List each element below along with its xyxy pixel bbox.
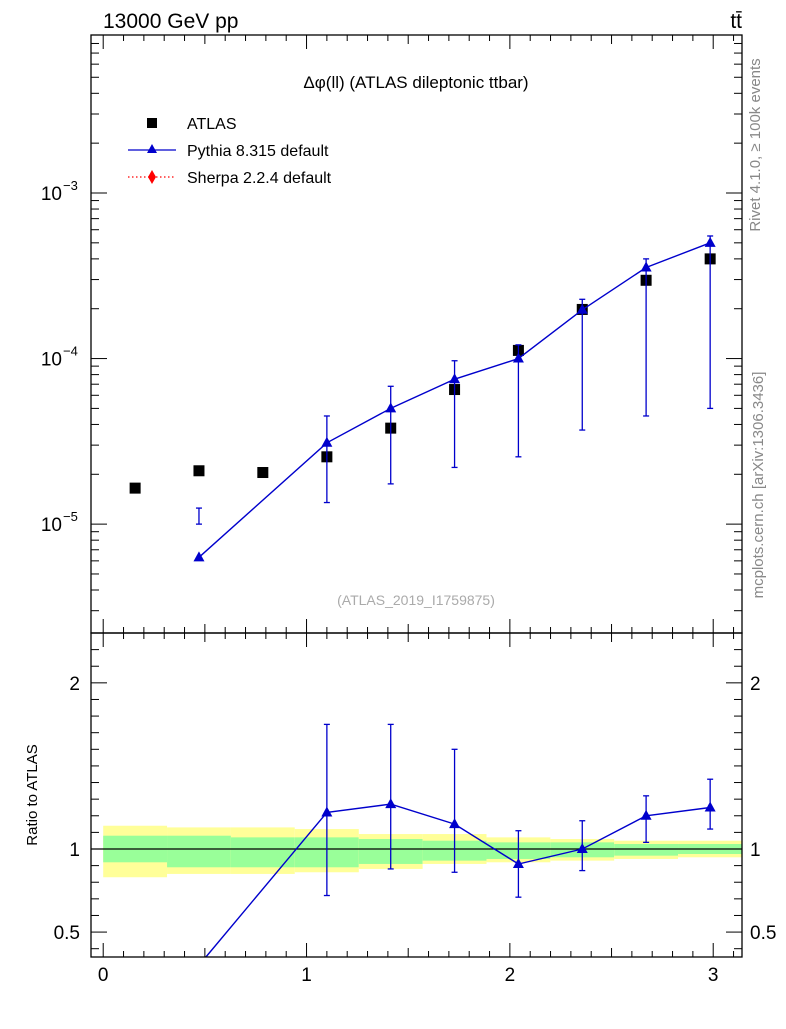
- ratio-pythia-point: [640, 809, 652, 820]
- main-y-tick-exponent: −5: [63, 509, 78, 524]
- ratio-band-inner: [167, 835, 231, 868]
- main-title: Δφ(ll) (ATLAS dileptonic ttbar): [303, 73, 528, 92]
- legend-sherpa-label: Sherpa 2.2.4 default: [187, 170, 332, 187]
- main-y-tick-exponent: −4: [63, 344, 78, 359]
- ratio-pythia-line: [205, 803, 711, 958]
- ratio-frame: [90, 632, 743, 958]
- ratio-y-tick-label-right: 0.5: [750, 923, 776, 944]
- ratio-y-tick-label-right: 1: [750, 840, 761, 861]
- main-y-tick-label: 10: [41, 184, 62, 205]
- ratio-pythia-point: [576, 843, 588, 853]
- atlas-data-point: [129, 482, 141, 494]
- ratio-y-tick-label-right: 2: [750, 674, 761, 695]
- pythia-point: [704, 236, 716, 247]
- pythia-point: [321, 436, 333, 447]
- legend-pythia-marker: [147, 144, 157, 153]
- legend-atlas-marker: [147, 118, 157, 128]
- ratio-pythia-point: [449, 818, 461, 829]
- mcplots-label: mcplots.cern.ch [arXiv:1306.3436]: [750, 372, 767, 599]
- ratio-band-inner: [230, 837, 295, 868]
- main-y-tick-label: 10: [41, 515, 62, 536]
- main-y-tick-exponent: −3: [63, 178, 78, 193]
- ratio-band-inner: [614, 844, 679, 856]
- main-y-tick-label: 10: [41, 350, 62, 371]
- ratio-pythia-point: [704, 801, 716, 812]
- x-tick-labels: 0 1 2 3: [98, 965, 719, 986]
- ratio-y-tick-label: 1: [69, 840, 80, 861]
- ratio-y-tick-label: 2: [69, 674, 80, 695]
- ratio-y-tick-label: 0.5: [54, 923, 80, 944]
- x-tick-label: 2: [505, 965, 516, 986]
- legend-sherpa-marker: [148, 170, 156, 184]
- x-tick-label: 0: [98, 965, 109, 986]
- ratio-pythia-point: [321, 806, 333, 817]
- main-axes: 10−510−410−3: [41, 35, 742, 633]
- pythia-point: [640, 261, 652, 272]
- ratio-pythia-point: [385, 798, 397, 809]
- pythia-point: [193, 551, 205, 562]
- main-series-layer: [129, 235, 716, 562]
- rivet-label: Rivet 4.1.0, ≥ 100k events: [747, 58, 764, 231]
- ratio-pythia-point: [512, 857, 524, 868]
- legend-atlas-label: ATLAS: [187, 116, 237, 133]
- x-tick-label: 1: [301, 965, 312, 986]
- pythia-point: [449, 373, 461, 384]
- header-process: tt̄: [730, 10, 742, 33]
- ratio-ylabel: Ratio to ATLAS: [24, 744, 41, 845]
- atlas-data-point: [257, 467, 269, 479]
- pythia-point: [576, 303, 588, 314]
- pythia-line: [198, 242, 711, 558]
- legend: ATLAS Pythia 8.315 default Sherpa 2.2.4 …: [128, 116, 332, 187]
- ratio-series-layer: [205, 723, 716, 958]
- pythia-point: [512, 352, 524, 363]
- x-tick-label: 3: [708, 965, 719, 986]
- atlas-data-point: [193, 465, 205, 477]
- legend-pythia-label: Pythia 8.315 default: [187, 143, 329, 160]
- ratio-axes: 0.5 0.5 1 1 2 2: [54, 633, 776, 957]
- header-energy: 13000 GeV pp: [103, 10, 238, 33]
- pythia-point: [385, 402, 397, 413]
- watermark: (ATLAS_2019_I1759875): [337, 592, 495, 608]
